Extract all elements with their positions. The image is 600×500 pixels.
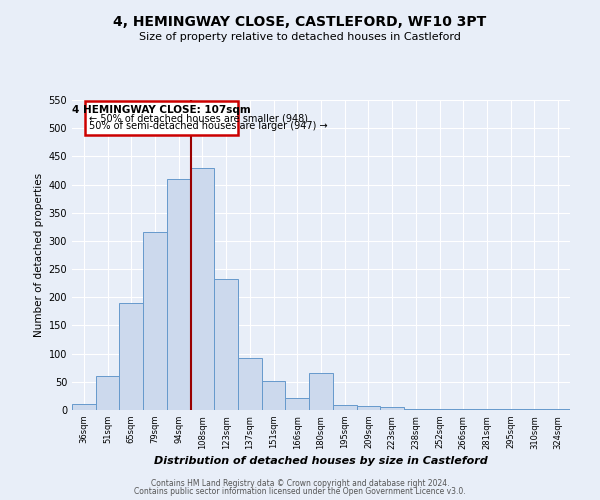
Bar bbox=[380, 407, 404, 410]
Bar bbox=[286, 398, 309, 410]
Y-axis label: Number of detached properties: Number of detached properties bbox=[34, 173, 44, 337]
Text: Contains HM Land Registry data © Crown copyright and database right 2024.: Contains HM Land Registry data © Crown c… bbox=[151, 478, 449, 488]
Bar bbox=[404, 409, 428, 410]
Bar bbox=[72, 404, 96, 410]
Bar bbox=[238, 358, 262, 410]
Text: 50% of semi-detached houses are larger (947) →: 50% of semi-detached houses are larger (… bbox=[89, 122, 327, 132]
Bar bbox=[143, 232, 167, 410]
Text: Contains public sector information licensed under the Open Government Licence v3: Contains public sector information licen… bbox=[134, 487, 466, 496]
Bar bbox=[119, 303, 143, 410]
Bar bbox=[167, 179, 191, 410]
Bar bbox=[309, 374, 333, 410]
Bar bbox=[356, 406, 380, 410]
Bar bbox=[214, 278, 238, 410]
Text: ← 50% of detached houses are smaller (948): ← 50% of detached houses are smaller (94… bbox=[89, 114, 308, 124]
Text: Size of property relative to detached houses in Castleford: Size of property relative to detached ho… bbox=[139, 32, 461, 42]
Text: 4 HEMINGWAY CLOSE: 107sqm: 4 HEMINGWAY CLOSE: 107sqm bbox=[72, 105, 251, 115]
X-axis label: Distribution of detached houses by size in Castleford: Distribution of detached houses by size … bbox=[154, 456, 488, 466]
Bar bbox=[96, 376, 119, 410]
Bar bbox=[262, 380, 286, 410]
Bar bbox=[333, 406, 356, 410]
Bar bbox=[191, 168, 214, 410]
Text: 4, HEMINGWAY CLOSE, CASTLEFORD, WF10 3PT: 4, HEMINGWAY CLOSE, CASTLEFORD, WF10 3PT bbox=[113, 15, 487, 29]
FancyBboxPatch shape bbox=[85, 101, 238, 135]
Bar bbox=[546, 409, 570, 410]
